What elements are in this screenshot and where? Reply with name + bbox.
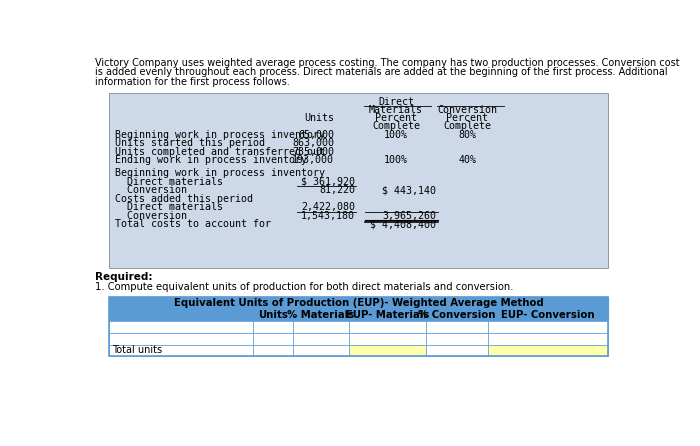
Text: information for the first process follows.: information for the first process follow… — [95, 77, 290, 87]
Text: 1,543,180: 1,543,180 — [301, 211, 355, 221]
Bar — [109, 345, 253, 356]
Text: EUP- Conversion: EUP- Conversion — [501, 310, 595, 320]
Bar — [488, 333, 608, 345]
Text: 40%: 40% — [458, 155, 476, 165]
Text: 735,000: 735,000 — [292, 147, 334, 157]
Bar — [253, 345, 293, 356]
Bar — [109, 93, 608, 268]
Bar — [349, 345, 426, 356]
Text: is added evenly throughout each process. Direct materials are added at the begin: is added evenly throughout each process.… — [95, 67, 668, 77]
Text: 193,000: 193,000 — [292, 155, 334, 165]
Bar — [253, 322, 293, 333]
Text: % Conversion: % Conversion — [419, 310, 496, 320]
Text: Complete: Complete — [372, 120, 420, 131]
Text: Direct: Direct — [378, 97, 414, 107]
Bar — [109, 297, 608, 309]
Text: Conversion: Conversion — [116, 211, 188, 221]
Text: Total costs to account for: Total costs to account for — [116, 219, 272, 229]
Bar — [293, 345, 349, 356]
Text: Units: Units — [304, 113, 334, 123]
Bar — [426, 333, 488, 345]
Text: Complete: Complete — [443, 120, 491, 131]
Text: Direct materials: Direct materials — [116, 177, 223, 187]
Text: Ending work in process inventory: Ending work in process inventory — [116, 155, 307, 165]
Bar — [488, 345, 608, 356]
Bar — [109, 322, 253, 333]
Text: Equivalent Units of Production (EUP)- Weighted Average Method: Equivalent Units of Production (EUP)- We… — [174, 298, 544, 308]
Text: Units: Units — [258, 310, 288, 320]
Bar — [349, 333, 426, 345]
Text: 1. Compute equivalent units of production for both direct materials and conversi: 1. Compute equivalent units of productio… — [95, 282, 514, 292]
Bar — [253, 333, 293, 345]
Bar — [109, 297, 608, 356]
Text: $ 361,920: $ 361,920 — [301, 177, 355, 187]
Text: Total units: Total units — [112, 345, 162, 355]
Text: 863,000: 863,000 — [292, 138, 334, 148]
Text: Units completed and transferred out: Units completed and transferred out — [116, 147, 326, 157]
Text: Victory Company uses weighted average process costing. The company has two produ: Victory Company uses weighted average pr… — [95, 58, 680, 68]
Bar — [488, 322, 608, 333]
Text: Percent: Percent — [375, 113, 417, 123]
Bar — [349, 322, 426, 333]
Bar — [109, 333, 253, 345]
Text: EUP- Materials: EUP- Materials — [346, 310, 429, 320]
Text: 80%: 80% — [458, 130, 476, 140]
Text: $ 443,140: $ 443,140 — [382, 185, 436, 195]
Text: Percent: Percent — [447, 113, 489, 123]
Text: 81,220: 81,220 — [319, 185, 355, 195]
Text: Direct materials: Direct materials — [116, 202, 223, 212]
Bar — [426, 322, 488, 333]
Bar — [109, 309, 608, 322]
Bar — [293, 333, 349, 345]
Text: Required:: Required: — [95, 272, 153, 282]
Text: Costs added this period: Costs added this period — [116, 194, 253, 204]
Text: 2,422,080: 2,422,080 — [301, 202, 355, 212]
Text: Beginning work in process inventory: Beginning work in process inventory — [116, 168, 326, 178]
Bar — [426, 345, 488, 356]
Text: Units started this period: Units started this period — [116, 138, 265, 148]
Text: Materials: Materials — [369, 105, 423, 115]
Text: 65,000: 65,000 — [298, 130, 334, 140]
Text: $ 4,408,400: $ 4,408,400 — [370, 219, 436, 229]
Text: 3,965,260: 3,965,260 — [382, 211, 436, 221]
Text: Conversion: Conversion — [438, 105, 497, 115]
Text: 100%: 100% — [384, 155, 408, 165]
Text: Beginning work in process inventory: Beginning work in process inventory — [116, 130, 326, 140]
Text: % Materials: % Materials — [287, 310, 354, 320]
Text: 100%: 100% — [384, 130, 408, 140]
Text: Conversion: Conversion — [116, 185, 188, 195]
Bar — [293, 322, 349, 333]
